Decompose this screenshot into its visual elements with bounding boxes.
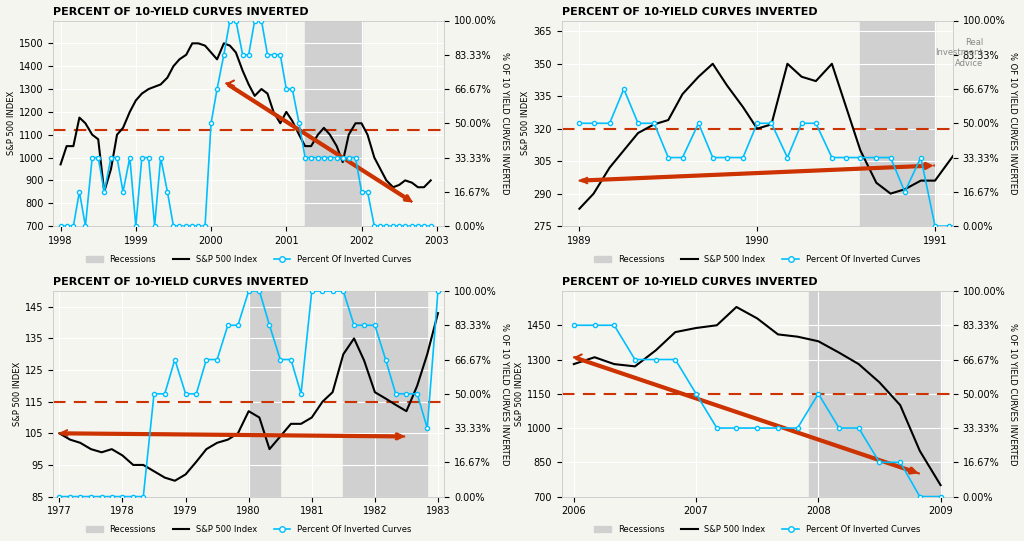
Y-axis label: S&P 500 INDEX: S&P 500 INDEX — [515, 361, 524, 426]
Bar — [249, 291, 281, 497]
Y-axis label: S&P 500 INDEX: S&P 500 INDEX — [13, 361, 22, 426]
Y-axis label: % OF 10 YIELD CURVES INVERTED: % OF 10 YIELD CURVES INVERTED — [500, 322, 509, 465]
Text: PERCENT OF 10-YIELD CURVES INVERTED: PERCENT OF 10-YIELD CURVES INVERTED — [53, 7, 308, 17]
Bar — [305, 21, 361, 226]
Y-axis label: S&P 500 INDEX: S&P 500 INDEX — [7, 91, 16, 155]
Legend: Recessions, S&P 500 Index, Percent Of Inverted Curves: Recessions, S&P 500 Index, Percent Of In… — [591, 252, 924, 267]
Y-axis label: % OF 10 YIELD CURVES INVERTED: % OF 10 YIELD CURVES INVERTED — [1008, 322, 1017, 465]
Text: PERCENT OF 10-YIELD CURVES INVERTED: PERCENT OF 10-YIELD CURVES INVERTED — [561, 7, 817, 17]
Legend: Recessions, S&P 500 Index, Percent Of Inverted Curves: Recessions, S&P 500 Index, Percent Of In… — [591, 522, 924, 538]
Text: PERCENT OF 10-YIELD CURVES INVERTED: PERCENT OF 10-YIELD CURVES INVERTED — [561, 278, 817, 287]
Y-axis label: S&P 500 INDEX: S&P 500 INDEX — [521, 91, 530, 155]
Legend: Recessions, S&P 500 Index, Percent Of Inverted Curves: Recessions, S&P 500 Index, Percent Of In… — [83, 522, 415, 538]
Text: PERCENT OF 10-YIELD CURVES INVERTED: PERCENT OF 10-YIELD CURVES INVERTED — [53, 278, 308, 287]
Text: Real
Investment
Advice: Real Investment Advice — [935, 38, 983, 68]
Legend: Recessions, S&P 500 Index, Percent Of Inverted Curves: Recessions, S&P 500 Index, Percent Of In… — [83, 252, 415, 267]
Y-axis label: % OF 10 YIELD CURVES INVERTED: % OF 10 YIELD CURVES INVERTED — [1008, 52, 1017, 195]
Bar — [809, 291, 941, 497]
Y-axis label: % OF 10 YIELD CURVES INVERTED: % OF 10 YIELD CURVES INVERTED — [500, 52, 509, 195]
Bar — [860, 21, 935, 226]
Bar — [343, 291, 427, 497]
